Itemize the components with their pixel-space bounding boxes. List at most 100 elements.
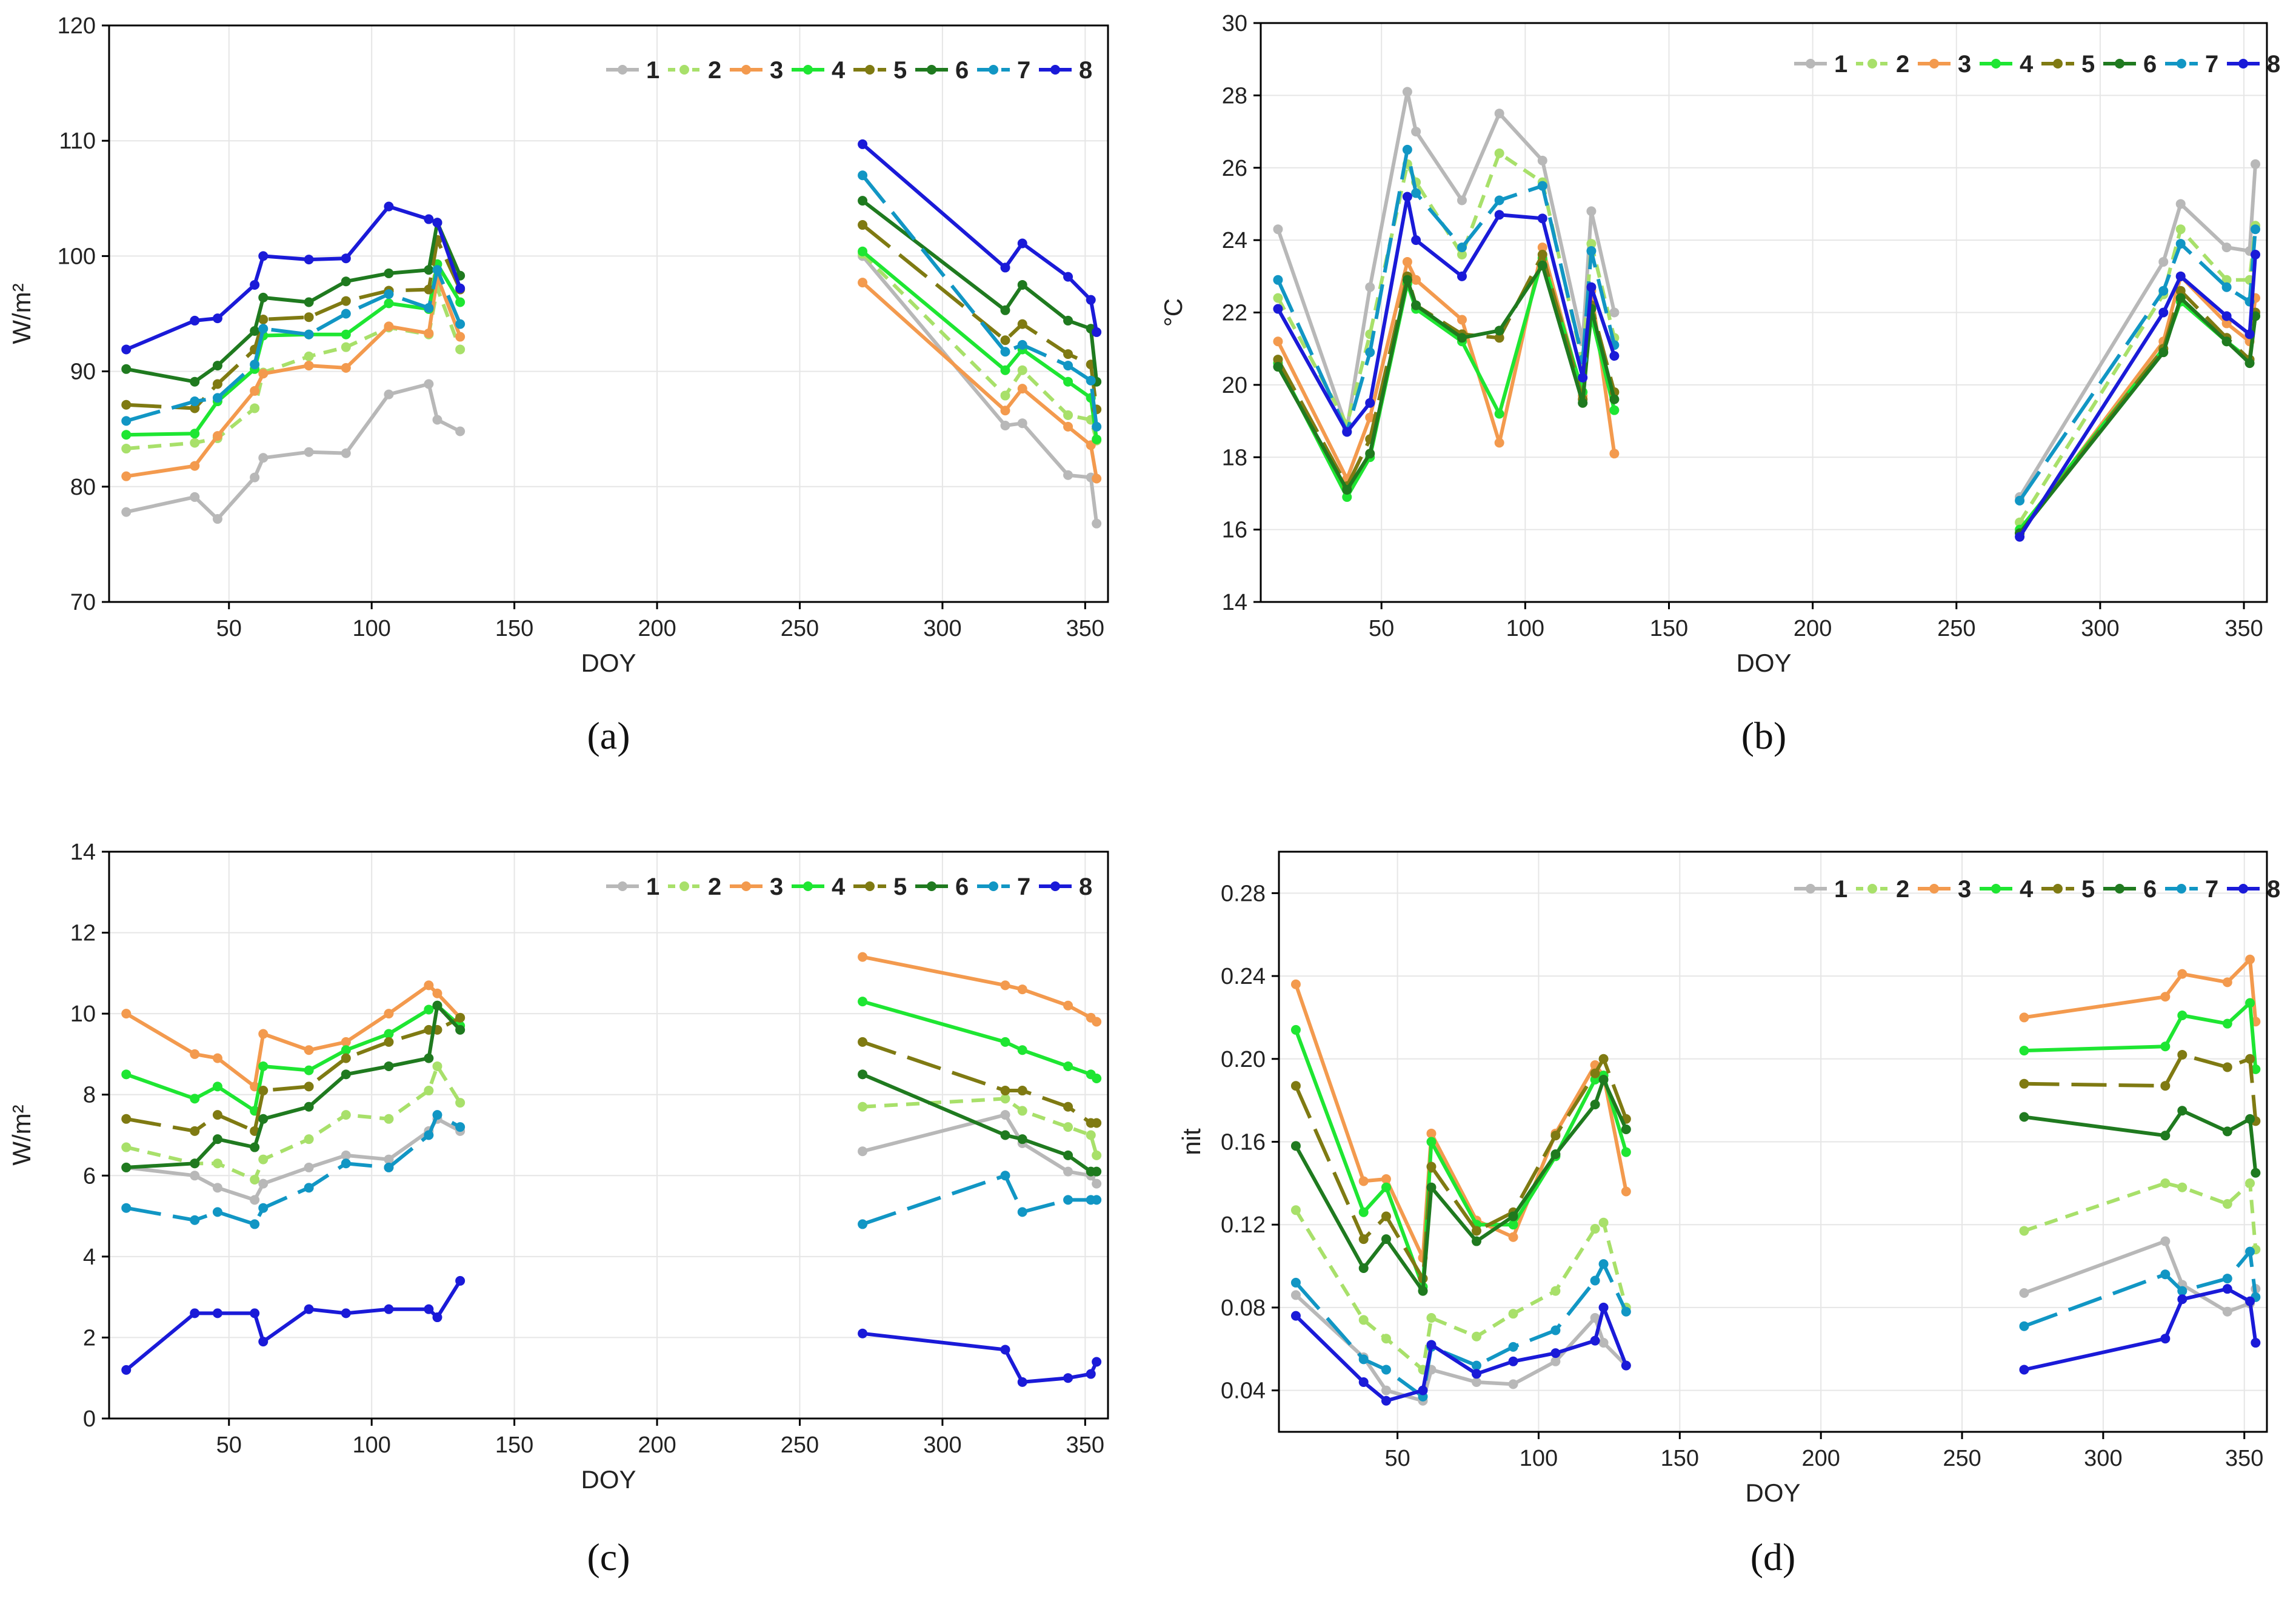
x-tick-label: 50: [1369, 616, 1394, 641]
series-4: [121, 246, 1102, 444]
legend-label-7: 7: [2205, 51, 2218, 78]
legend-label-7: 7: [2205, 876, 2218, 903]
data-point: [1402, 87, 1412, 97]
data-point: [258, 324, 269, 334]
data-point: [2222, 1018, 2232, 1029]
data-point: [1358, 1315, 1369, 1325]
x-tick-label: 150: [1661, 1446, 1699, 1471]
y-tick-label: 0: [83, 1406, 96, 1432]
panel-label: (a): [587, 714, 630, 757]
data-point: [258, 1086, 269, 1096]
data-point: [1457, 271, 1467, 281]
x-tick-label: 50: [216, 1432, 242, 1458]
data-point: [1017, 418, 1027, 429]
data-point: [424, 265, 434, 275]
data-point: [1418, 1385, 1428, 1395]
data-point: [121, 507, 132, 517]
data-point: [1086, 295, 1096, 305]
series-3: [121, 952, 1102, 1092]
data-point: [1494, 333, 1504, 343]
data-point: [1017, 319, 1027, 329]
data-point: [304, 1081, 314, 1092]
data-point: [304, 361, 314, 371]
data-point: [384, 268, 394, 278]
panel-label: (c): [587, 1535, 630, 1579]
data-point: [1358, 1207, 1369, 1217]
series-line-8: [2018, 254, 2257, 538]
data-point: [384, 298, 394, 309]
y-tick-label: 10: [70, 1001, 96, 1027]
y-tick-label: 110: [59, 129, 96, 154]
series-3: [121, 272, 1102, 484]
data-point: [2177, 1286, 2188, 1296]
data-point: [212, 393, 222, 403]
data-point: [432, 415, 442, 425]
data-point: [1017, 339, 1027, 350]
series-5: [121, 220, 1102, 415]
data-point: [1609, 351, 1620, 361]
data-point: [212, 1207, 222, 1217]
x-tick-label: 100: [352, 1432, 390, 1458]
data-point: [1017, 1086, 1027, 1096]
data-point: [455, 1098, 466, 1108]
data-point: [1381, 1365, 1391, 1375]
data-point: [1063, 349, 1073, 359]
series-line-2: [862, 1097, 1099, 1156]
data-point: [1586, 246, 1597, 256]
data-point: [424, 214, 434, 224]
y-tick-label: 18: [1222, 445, 1247, 470]
data-point: [250, 403, 260, 413]
data-point: [1621, 1186, 1631, 1197]
data-point: [1550, 1356, 1561, 1366]
data-point: [1092, 1357, 1102, 1367]
data-point: [858, 1328, 868, 1338]
legend-marker-6: [927, 65, 936, 75]
data-point: [384, 321, 394, 332]
data-point: [1494, 148, 1504, 158]
data-point: [341, 329, 351, 339]
data-point: [2177, 969, 2188, 979]
data-point: [190, 492, 200, 502]
legend-label-4: 4: [2020, 876, 2034, 903]
data-point: [1000, 1130, 1010, 1140]
y-tick-label: 28: [1222, 83, 1247, 109]
data-point: [858, 220, 868, 230]
y-tick-label: 2: [83, 1325, 96, 1351]
data-point: [455, 1122, 466, 1132]
legend-label-3: 3: [770, 874, 783, 900]
data-point: [304, 1183, 314, 1193]
data-point: [1598, 1217, 1609, 1228]
data-point: [1508, 1342, 1518, 1352]
data-point: [1598, 1074, 1609, 1084]
data-point: [1017, 1106, 1027, 1116]
data-point: [1000, 1037, 1010, 1047]
y-tick-label: 0.12: [1221, 1212, 1266, 1238]
data-point: [1609, 449, 1620, 459]
series-line-7: [2018, 229, 2257, 502]
data-point: [341, 1037, 351, 1047]
data-point: [1426, 1182, 1437, 1192]
x-tick-label: 150: [1650, 616, 1688, 641]
x-tick-label: 350: [1066, 1432, 1104, 1458]
data-point: [1092, 518, 1102, 529]
legend-marker-3: [1929, 884, 1939, 894]
series-line-4: [1294, 1029, 1628, 1289]
data-point: [455, 344, 466, 355]
data-point: [1494, 438, 1504, 448]
legend-marker-8: [2238, 884, 2248, 894]
data-point: [190, 315, 200, 326]
data-point: [258, 1203, 269, 1213]
data-point: [121, 1203, 132, 1213]
data-point: [432, 1312, 442, 1323]
data-point: [1017, 984, 1027, 995]
data-point: [304, 1065, 314, 1075]
data-point: [341, 1308, 351, 1318]
legend-marker-8: [1050, 65, 1060, 75]
x-axis-label: DOY: [581, 1465, 636, 1494]
legend-marker-6: [927, 881, 936, 891]
data-point: [2245, 1114, 2255, 1124]
data-point: [2221, 311, 2232, 321]
legend-marker-5: [2053, 884, 2063, 894]
legend-label-6: 6: [2143, 876, 2157, 903]
legend-marker-1: [618, 881, 627, 891]
